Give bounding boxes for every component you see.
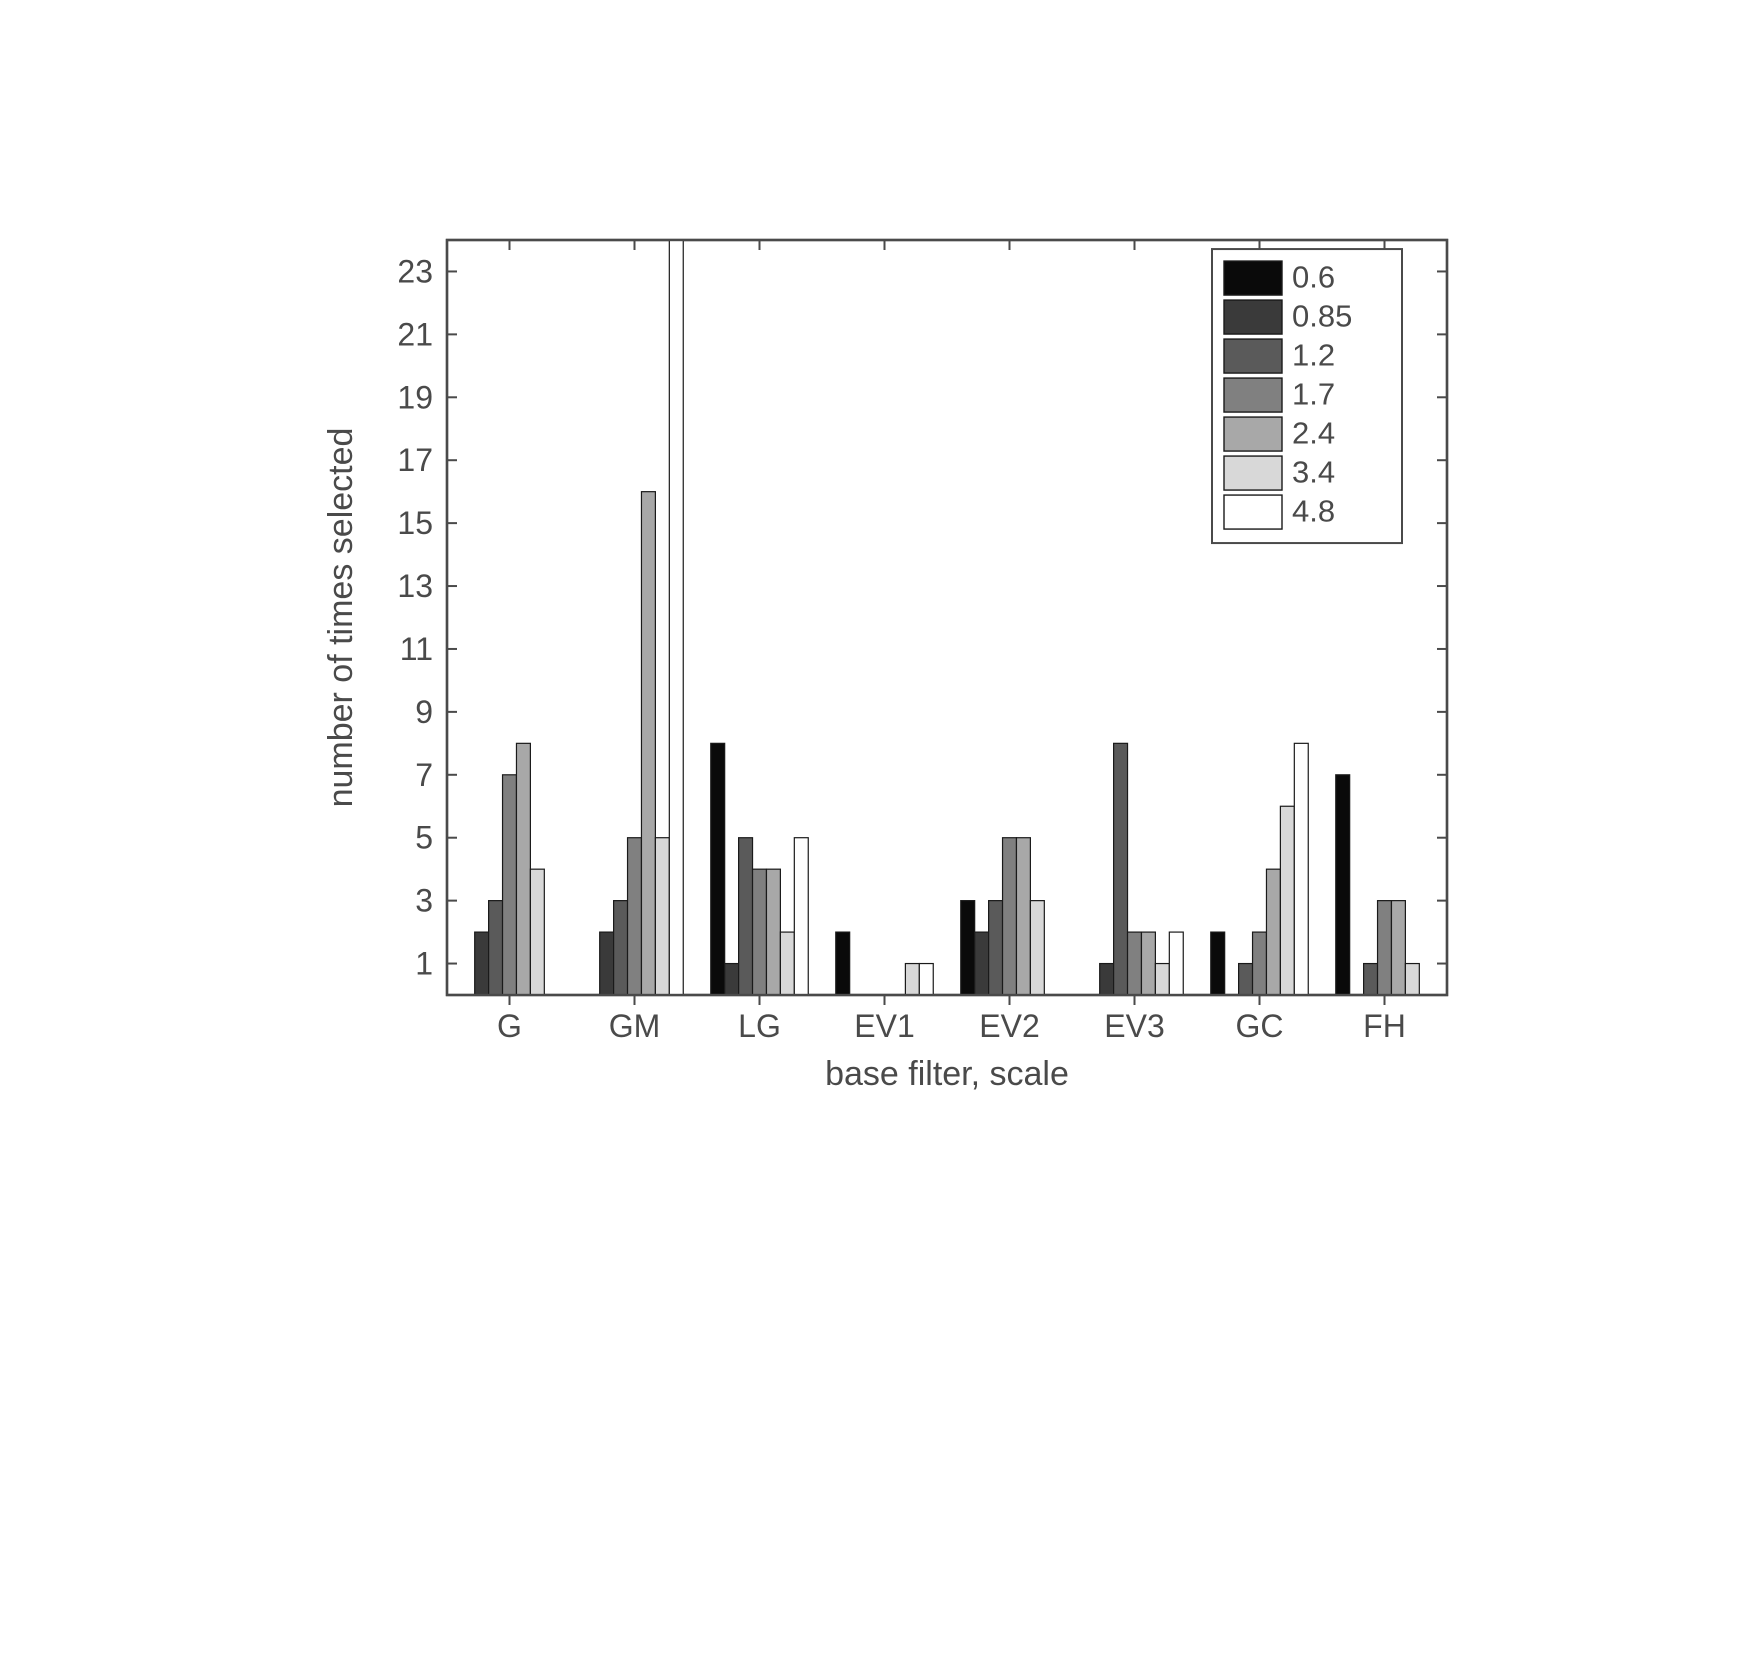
y-tick-label: 11 xyxy=(399,631,432,667)
y-tick-label: 15 xyxy=(397,505,433,541)
bar xyxy=(1391,901,1405,995)
bar xyxy=(1141,932,1155,995)
x-tick-label: EV1 xyxy=(854,1008,914,1044)
bar xyxy=(1405,964,1419,995)
x-tick-label: LG xyxy=(738,1008,781,1044)
bar xyxy=(724,964,738,995)
legend-label: 4.8 xyxy=(1292,494,1335,529)
bar xyxy=(1030,901,1044,995)
bar xyxy=(919,964,933,995)
y-axis-label: number of times selected xyxy=(322,428,360,808)
bar xyxy=(835,932,849,995)
x-tick-label: GM xyxy=(608,1008,660,1044)
legend-label: 0.6 xyxy=(1292,260,1335,295)
bar xyxy=(488,901,502,995)
bar xyxy=(988,901,1002,995)
x-tick-label: EV3 xyxy=(1104,1008,1164,1044)
bar xyxy=(974,932,988,995)
bar xyxy=(1252,932,1266,995)
bar xyxy=(780,932,794,995)
y-tick-label: 23 xyxy=(397,253,433,289)
bar xyxy=(738,838,752,995)
bar xyxy=(1280,806,1294,995)
y-tick-label: 21 xyxy=(397,316,433,352)
bar xyxy=(1016,838,1030,995)
bar xyxy=(905,964,919,995)
bar xyxy=(655,838,669,995)
y-tick-label: 19 xyxy=(397,379,433,415)
y-tick-label: 7 xyxy=(415,757,433,793)
bar xyxy=(1099,964,1113,995)
bar xyxy=(1363,964,1377,995)
legend-swatch xyxy=(1224,495,1282,529)
bar xyxy=(1210,932,1224,995)
bar xyxy=(669,240,683,995)
legend-label: 1.2 xyxy=(1292,338,1335,373)
x-tick-label: EV2 xyxy=(979,1008,1039,1044)
bar xyxy=(1002,838,1016,995)
legend-label: 2.4 xyxy=(1292,416,1335,451)
bar-chart-svg: 1357911131517192123GGMLGEV1EV2EV3GCFHbas… xyxy=(277,180,1467,1170)
x-tick-label: FH xyxy=(1363,1008,1406,1044)
bar xyxy=(752,869,766,995)
y-tick-label: 3 xyxy=(415,883,433,919)
bar xyxy=(516,743,530,995)
bar xyxy=(710,743,724,995)
legend-swatch xyxy=(1224,339,1282,373)
legend-swatch xyxy=(1224,261,1282,295)
legend-swatch xyxy=(1224,417,1282,451)
bar xyxy=(1169,932,1183,995)
x-axis-label: base filter, scale xyxy=(825,1055,1069,1093)
legend: 0.6 0.85 1.2 1.7 2.4 3.4 4.8 xyxy=(1212,249,1402,543)
x-tick-label: G xyxy=(497,1008,522,1044)
legend-swatch xyxy=(1224,456,1282,490)
bar xyxy=(627,838,641,995)
bar xyxy=(474,932,488,995)
bar xyxy=(1238,964,1252,995)
bar xyxy=(1127,932,1141,995)
legend-swatch xyxy=(1224,378,1282,412)
chart-container: 1357911131517192123GGMLGEV1EV2EV3GCFHbas… xyxy=(277,180,1467,1170)
bar xyxy=(1113,743,1127,995)
y-tick-label: 1 xyxy=(415,946,433,982)
bar xyxy=(766,869,780,995)
bar xyxy=(1266,869,1280,995)
bar xyxy=(530,869,544,995)
legend-label: 1.7 xyxy=(1292,377,1335,412)
legend-label: 3.4 xyxy=(1292,455,1335,490)
legend-label: 0.85 xyxy=(1292,299,1352,334)
bar xyxy=(960,901,974,995)
bar xyxy=(613,901,627,995)
bar xyxy=(1294,743,1308,995)
x-tick-label: GC xyxy=(1235,1008,1283,1044)
y-tick-label: 13 xyxy=(397,568,433,604)
y-tick-label: 9 xyxy=(415,694,433,730)
bar xyxy=(1155,964,1169,995)
bar xyxy=(1377,901,1391,995)
y-tick-label: 17 xyxy=(397,442,433,478)
bar xyxy=(502,775,516,995)
bar xyxy=(641,492,655,995)
y-tick-label: 5 xyxy=(415,820,433,856)
legend-swatch xyxy=(1224,300,1282,334)
bar xyxy=(599,932,613,995)
bar xyxy=(794,838,808,995)
bar xyxy=(1335,775,1349,995)
